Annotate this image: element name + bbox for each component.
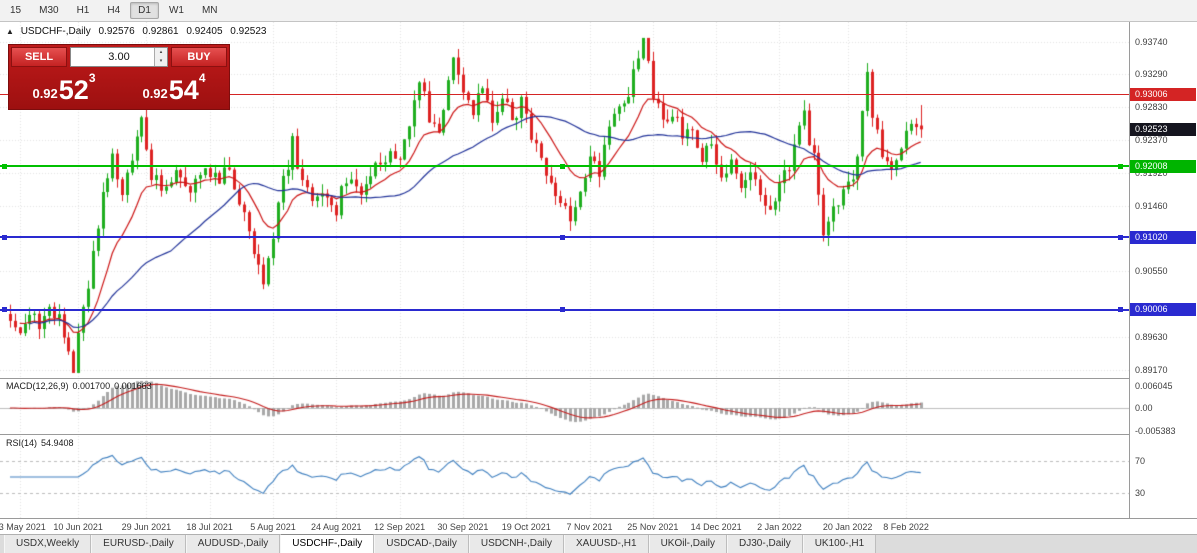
resistance-line-red[interactable] xyxy=(0,94,1129,96)
sell-price-prefix: 0.92 xyxy=(32,86,58,101)
buy-price-pip: 4 xyxy=(198,71,206,85)
period-button-h4[interactable]: H4 xyxy=(107,5,121,16)
chart-tab-eurusd-daily[interactable]: EURUSD-,Daily xyxy=(91,535,186,553)
price-axis-tick: 0.93290 xyxy=(1135,69,1168,80)
date-axis-label: 2 Jan 2022 xyxy=(757,522,802,532)
price-axis-tick: 0.89630 xyxy=(1135,331,1168,342)
one-click-prices: 0.92 52 3 0.92 54 4 xyxy=(9,67,229,107)
rsi-axis-tick: 70 xyxy=(1135,456,1146,466)
volume-down-button[interactable]: ▾ xyxy=(155,57,167,66)
chart-tab-usdchf-daily[interactable]: USDCHF-,Daily xyxy=(280,534,375,553)
sell-price-pip: 3 xyxy=(88,71,96,85)
period-button-15[interactable]: 15 xyxy=(10,5,22,16)
volume-value: 3.00 xyxy=(108,51,130,63)
support-line-green-handle[interactable] xyxy=(1118,163,1123,169)
buy-button[interactable]: BUY xyxy=(171,47,227,67)
volume-up-button[interactable]: ▴ xyxy=(155,48,167,57)
volume-spinner: ▴ ▾ xyxy=(154,48,167,66)
period-button-m30[interactable]: M30 xyxy=(39,5,59,16)
rsi-label: RSI(14) 54.9408 xyxy=(6,438,78,448)
date-axis-label: 5 Aug 2021 xyxy=(250,522,296,532)
blue-line-upper-price-badge: 0.91020 xyxy=(1130,230,1196,244)
buy-price[interactable]: 0.92 54 4 xyxy=(119,67,229,107)
rsi-value: 54.9408 xyxy=(41,438,74,448)
support-line-blue-upper-handle[interactable] xyxy=(2,234,7,240)
chart-tab-ukoil-daily[interactable]: UKOil-,Daily xyxy=(648,535,728,553)
date-axis-label: 25 Nov 2021 xyxy=(627,522,679,532)
date-axis-label: 10 Jun 2021 xyxy=(53,522,103,532)
chart-header: ▲ USDCHF-,Daily 0.92576 0.92861 0.92405 … xyxy=(6,26,266,37)
chart-tab-usdcad-daily[interactable]: USDCAD-,Daily xyxy=(374,535,469,553)
price-axis-tick: 0.93740 xyxy=(1135,37,1168,47)
macd-axis-tick: -0.005383 xyxy=(1135,426,1176,437)
resistance-price-badge: 0.93006 xyxy=(1130,88,1196,102)
chart-tab-uk100-h1[interactable]: UK100-,H1 xyxy=(802,535,877,553)
support-line-blue-lower-handle[interactable] xyxy=(2,307,7,313)
macd-axis-tick: 0.00 xyxy=(1135,403,1153,413)
ohlc-open: 0.92576 xyxy=(98,26,135,37)
rsi-axis-tick: 30 xyxy=(1135,488,1146,498)
macd-value-signal: 0.001663 xyxy=(114,381,152,391)
sell-price-big: 52 xyxy=(58,75,89,105)
price-axis-tick: 0.91460 xyxy=(1135,200,1168,211)
period-button-h1[interactable]: H1 xyxy=(76,5,90,16)
date-axis-label: 20 Jan 2022 xyxy=(822,522,873,532)
date-axis-label: 8 Feb 2022 xyxy=(883,522,929,532)
date-axis-label: 24 Aug 2021 xyxy=(311,522,362,532)
green-line-price-badge: 0.92008 xyxy=(1130,159,1196,173)
ohlc-close: 0.92523 xyxy=(230,26,267,37)
macd-axis-tick: 0.006045 xyxy=(1135,381,1173,391)
period-button-w1[interactable]: W1 xyxy=(168,5,184,16)
chart-tabs-bar: USDX,Weekly EURUSD-,Daily AUDUSD-,Daily USD… xyxy=(0,534,1197,553)
chart-tab-xauusd-h1[interactable]: XAUUSD-,H1 xyxy=(563,535,649,553)
macd-value-main: 0.001700 xyxy=(72,381,111,391)
macd-label: MACD(12,26,9) 0.001700 0.001663 xyxy=(6,381,156,391)
date-axis-label: 12 Sep 2021 xyxy=(374,522,426,532)
chart-tab-usdx-weekly[interactable]: USDX,Weekly xyxy=(4,535,92,553)
support-line-blue-upper-handle[interactable] xyxy=(1118,234,1123,240)
timeframe-toolbar: 15 M30 H1 H4 D1 W1 MN xyxy=(0,0,1197,22)
date-axis-label: 14 Dec 2021 xyxy=(690,522,742,532)
macd-name: MACD(12,26,9) xyxy=(6,381,69,391)
blue-line-lower-price-badge: 0.90006 xyxy=(1130,303,1196,317)
period-button-d1[interactable]: D1 xyxy=(130,2,159,19)
period-button-mn[interactable]: MN xyxy=(201,5,218,16)
buy-price-big: 54 xyxy=(168,75,199,105)
chart-tab-dj30-daily[interactable]: DJ30-,Daily xyxy=(727,535,803,553)
support-line-green-handle[interactable] xyxy=(2,163,7,169)
sell-price[interactable]: 0.92 52 3 xyxy=(9,67,119,107)
chart-tab-audusd-daily[interactable]: AUDUSD-,Daily xyxy=(185,535,281,553)
date-axis-label: 7 Nov 2021 xyxy=(566,522,613,532)
chart-title: USDCHF-,Daily xyxy=(20,26,91,37)
date-axis-label: 29 Jun 2021 xyxy=(121,522,172,532)
price-axis-tick: 0.89170 xyxy=(1135,364,1168,375)
support-line-blue-lower-handle[interactable] xyxy=(1118,307,1123,313)
ohlc-low: 0.92405 xyxy=(186,26,223,37)
date-axis-label: 18 Jul 2021 xyxy=(186,522,233,532)
date-axis-label: 23 May 2021 xyxy=(0,522,46,532)
rsi-name: RSI(14) xyxy=(6,438,38,448)
date-axis-label: 30 Sep 2021 xyxy=(437,522,489,532)
date-axis-label: 19 Oct 2021 xyxy=(501,522,551,532)
price-axis-tick: 0.90550 xyxy=(1135,265,1168,276)
current-price-badge: 0.92523 xyxy=(1130,122,1196,136)
macd-panel-divider[interactable] xyxy=(0,378,1197,379)
price-axis[interactable]: 0.937400.932900.928300.923700.919200.914… xyxy=(1129,22,1197,518)
date-axis[interactable]: 23 May 2021 10 Jun 2021 29 Jun 2021 18 Jul … xyxy=(0,518,1197,534)
support-line-blue-upper-handle[interactable] xyxy=(560,234,565,240)
chart-window: 0.937400.932900.928300.923700.919200.914… xyxy=(0,22,1197,553)
support-line-blue-lower-handle[interactable] xyxy=(560,307,565,313)
one-click-trading-panel: SELL 3.00 ▴ ▾ BUY 0.92 52 3 0.92 54 4 xyxy=(8,44,230,110)
price-axis-tick: 0.92370 xyxy=(1135,135,1168,146)
support-line-green-handle[interactable] xyxy=(560,163,565,169)
one-click-collapse-icon[interactable]: ▲ xyxy=(6,27,14,36)
sell-button[interactable]: SELL xyxy=(11,47,67,67)
volume-input[interactable]: 3.00 ▴ ▾ xyxy=(70,47,168,67)
ohlc-high: 0.92861 xyxy=(142,26,179,37)
buy-price-prefix: 0.92 xyxy=(142,86,168,101)
chart-tab-usdcnh-daily[interactable]: USDCNH-,Daily xyxy=(468,535,564,553)
one-click-top-row: SELL 3.00 ▴ ▾ BUY xyxy=(9,45,229,67)
price-axis-tick: 0.92830 xyxy=(1135,102,1168,113)
rsi-panel-divider[interactable] xyxy=(0,434,1197,435)
